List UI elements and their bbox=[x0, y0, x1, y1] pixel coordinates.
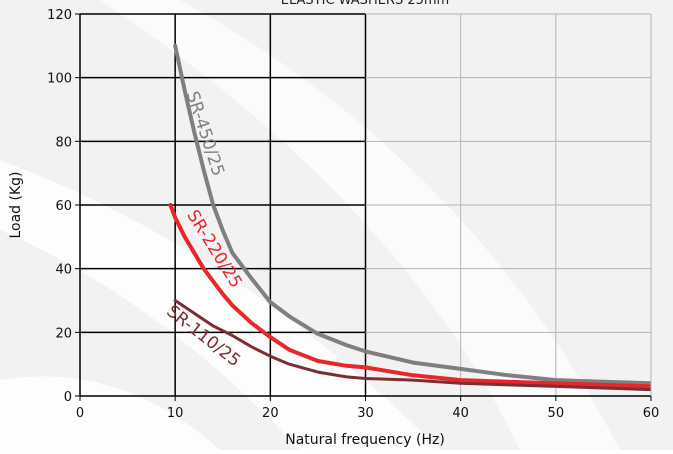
series-line-sr-110-25 bbox=[173, 299, 651, 392]
x-tick-label: 10 bbox=[167, 406, 184, 421]
axes: 0 10 20 30 40 50 60 0 20 40 60 80 100 120 bbox=[47, 8, 659, 421]
series-group bbox=[168, 43, 651, 392]
background-swoosh bbox=[0, 0, 620, 450]
x-tick-label: 40 bbox=[452, 406, 469, 421]
x-tick-label: 50 bbox=[548, 406, 565, 421]
x-tick-label: 30 bbox=[357, 406, 374, 421]
swoosh-band bbox=[100, 0, 620, 450]
series-line-sr-450-25 bbox=[173, 43, 651, 386]
y-tick-label: 120 bbox=[47, 8, 72, 23]
y-tick-label: 20 bbox=[55, 326, 72, 341]
y-tick-label: 0 bbox=[64, 390, 72, 405]
swoosh-band bbox=[0, 376, 220, 450]
y-tick-label: 80 bbox=[55, 135, 72, 150]
y-axis-label: Load (Kg) bbox=[8, 171, 24, 238]
x-axis-label: Natural frequency (Hz) bbox=[285, 432, 445, 448]
y-tick-label: 60 bbox=[55, 199, 72, 214]
x-tick-label: 0 bbox=[76, 406, 84, 421]
y-tick-label: 40 bbox=[55, 263, 72, 278]
y-tick-label: 100 bbox=[47, 72, 72, 87]
swoosh-band bbox=[0, 160, 440, 450]
x-tick-label: 20 bbox=[262, 406, 279, 421]
x-tick-label: 60 bbox=[643, 406, 660, 421]
series-line-sr-220-25 bbox=[168, 203, 651, 389]
chart-title: ELASTIC WASHERS 25mm bbox=[281, 0, 449, 8]
